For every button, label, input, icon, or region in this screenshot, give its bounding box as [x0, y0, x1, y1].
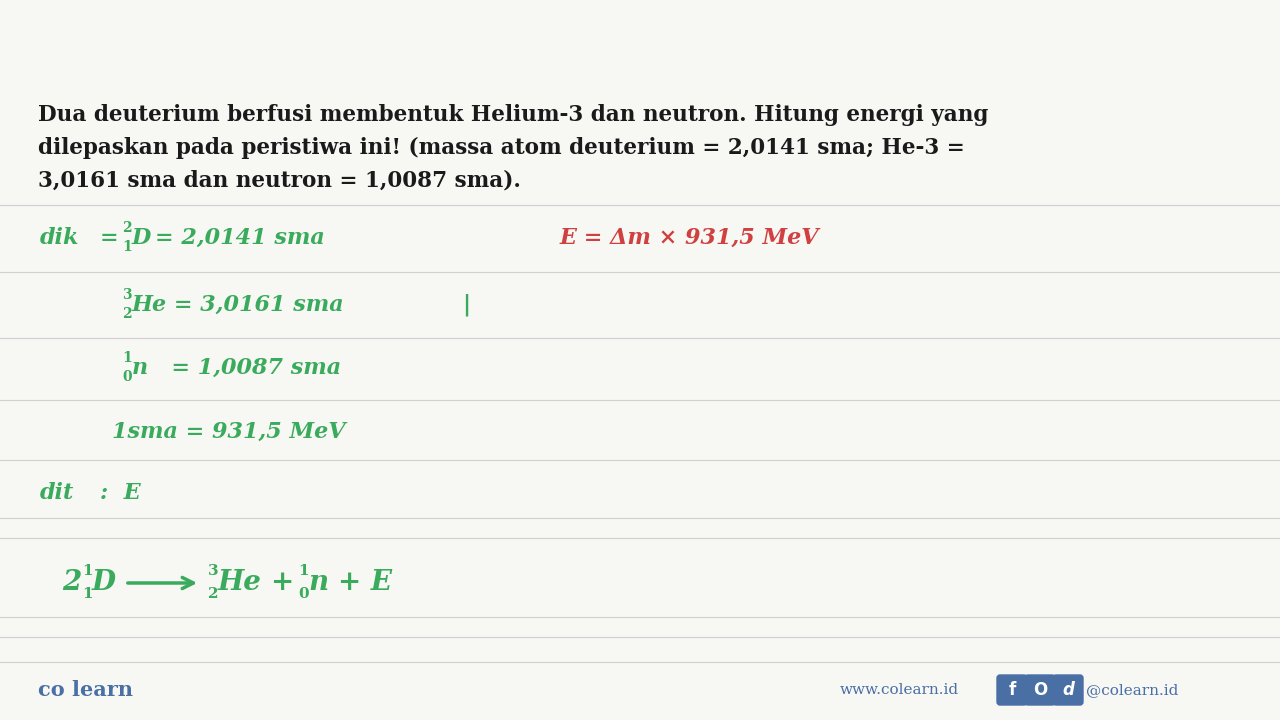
FancyBboxPatch shape — [997, 675, 1027, 705]
Text: d: d — [1062, 681, 1074, 699]
Text: |: | — [462, 294, 470, 316]
Text: He = 3,0161 sma: He = 3,0161 sma — [132, 294, 344, 316]
Text: +: + — [270, 570, 293, 596]
Text: co learn: co learn — [38, 680, 133, 700]
Text: 1: 1 — [82, 564, 92, 578]
Text: n: n — [308, 570, 328, 596]
Text: 1: 1 — [122, 351, 132, 365]
Text: =: = — [100, 227, 119, 249]
Text: 2: 2 — [122, 307, 132, 321]
Text: 0: 0 — [298, 587, 308, 601]
Text: D: D — [132, 227, 151, 249]
Text: O: O — [1033, 681, 1047, 699]
Text: He: He — [218, 570, 262, 596]
Text: + E: + E — [338, 570, 392, 596]
Text: n   = 1,0087 sma: n = 1,0087 sma — [132, 357, 342, 379]
Text: 2: 2 — [61, 570, 81, 596]
Text: dik: dik — [40, 227, 79, 249]
Text: E = Δm × 931,5 MeV: E = Δm × 931,5 MeV — [561, 227, 819, 249]
Text: 1sma = 931,5 MeV: 1sma = 931,5 MeV — [113, 421, 346, 443]
Text: 2: 2 — [207, 587, 219, 601]
Text: 1: 1 — [122, 240, 132, 254]
Text: :  E: : E — [100, 482, 141, 504]
Text: @colearn.id: @colearn.id — [1085, 683, 1179, 697]
FancyBboxPatch shape — [1025, 675, 1055, 705]
Text: 2: 2 — [122, 221, 132, 235]
Text: Dua deuterium berfusi membentuk Helium-3 dan neutron. Hitung energi yang: Dua deuterium berfusi membentuk Helium-3… — [38, 104, 988, 126]
Text: dit: dit — [40, 482, 74, 504]
Text: dilepaskan pada peristiwa ini! (massa atom deuterium = 2,0141 sma; He-3 =: dilepaskan pada peristiwa ini! (massa at… — [38, 137, 965, 159]
FancyBboxPatch shape — [1053, 675, 1083, 705]
Text: 1: 1 — [298, 564, 308, 578]
Text: D: D — [92, 570, 116, 596]
Text: = 2,0141 sma: = 2,0141 sma — [155, 227, 325, 249]
Text: f: f — [1009, 681, 1015, 699]
Text: 1: 1 — [82, 587, 92, 601]
Text: www.colearn.id: www.colearn.id — [840, 683, 959, 697]
Text: 3,0161 sma dan neutron = 1,0087 sma).: 3,0161 sma dan neutron = 1,0087 sma). — [38, 170, 521, 192]
Text: 3: 3 — [207, 564, 219, 578]
Text: 0: 0 — [122, 370, 132, 384]
Text: 3: 3 — [122, 288, 132, 302]
